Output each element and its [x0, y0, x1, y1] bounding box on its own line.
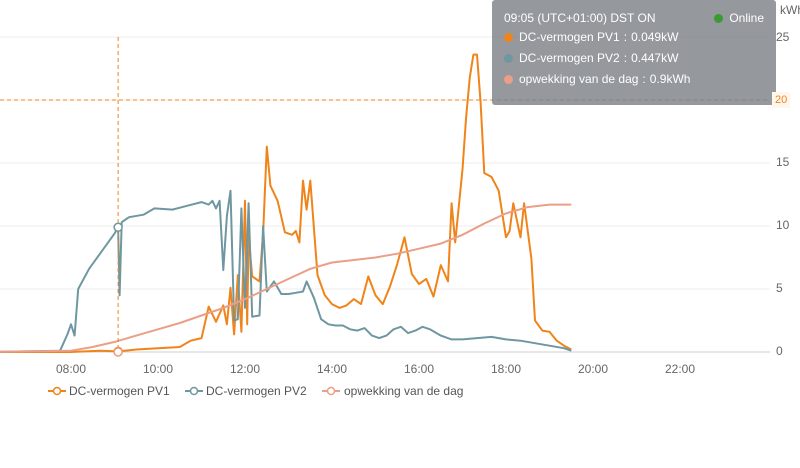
hover-marker: [113, 222, 123, 233]
y-tick-label: 10: [776, 218, 790, 232]
tooltip-separator: :: [623, 51, 628, 65]
tooltip-label: opwekking van de dag: [519, 72, 639, 86]
tooltip-label: DC-vermogen PV2: [519, 51, 620, 65]
tooltip-separator: :: [623, 30, 628, 44]
legend-item-daily-yield[interactable]: opwekking van de dag: [322, 384, 463, 398]
x-tick-label: 22:00: [665, 362, 695, 376]
guide-value-label: 20: [772, 92, 791, 108]
y-axis: 25 20 15 10 5 0 kWh: [776, 3, 800, 358]
legend-marker-icon: [326, 386, 336, 396]
y-tick-label: 5: [776, 281, 783, 295]
x-tick-label: 14:00: [317, 362, 347, 376]
series-dot-icon: [504, 54, 513, 63]
status-indicator: Online: [714, 9, 764, 27]
x-tick-label: 16:00: [404, 362, 434, 376]
cursor: [0, 37, 770, 357]
series-dot-icon: [504, 33, 513, 42]
tooltip-time: 09:05 (UTC+01:00) DST ON: [504, 11, 656, 25]
tooltip-label: DC-vermogen PV1: [519, 30, 620, 44]
series-line: [0, 189, 572, 353]
legend-label: opwekking van de dag: [344, 384, 463, 398]
legend[interactable]: DC-vermogen PV1 DC-vermogen PV2 opwekkin…: [48, 384, 463, 398]
status-label: Online: [729, 11, 764, 25]
tooltip-row: DC-vermogen PV1 : 0.049kW: [504, 27, 764, 48]
x-axis: 08:00 10:00 12:00 14:00 16:00 18:00 20:0…: [56, 362, 695, 376]
y-unit-label: kWh: [780, 3, 800, 17]
legend-item-pv1[interactable]: DC-vermogen PV1: [48, 384, 170, 398]
tooltip-value: 0.447kW: [631, 51, 679, 65]
status-dot-icon: [714, 13, 724, 23]
tooltip-row: opwekking van de dag : 0.9kWh: [504, 69, 764, 90]
tooltip-value: 0.9kWh: [649, 72, 691, 86]
tooltip-row: DC-vermogen PV2 : 0.447kW: [504, 48, 764, 69]
series-line: [0, 203, 572, 353]
y-tick-label: 0: [776, 344, 783, 358]
x-tick-label: 20:00: [578, 362, 608, 376]
tooltip-separator: :: [642, 72, 646, 86]
y-tick-label: 25: [776, 30, 790, 44]
series-dot-icon: [504, 75, 513, 84]
legend-marker-icon: [52, 386, 62, 396]
tooltip-value: 0.049kW: [631, 30, 679, 44]
y-tick-label: 15: [776, 155, 790, 169]
legend-marker-icon: [189, 386, 199, 396]
legend-label: DC-vermogen PV2: [206, 384, 307, 398]
series-lines: [0, 53, 572, 353]
tooltip: 09:05 (UTC+01:00) DST ON Online DC-vermo…: [492, 0, 776, 105]
x-tick-label: 12:00: [230, 362, 260, 376]
legend-item-pv2[interactable]: DC-vermogen PV2: [185, 384, 307, 398]
x-tick-label: 08:00: [56, 362, 86, 376]
x-tick-label: 10:00: [143, 362, 173, 376]
legend-label: DC-vermogen PV1: [69, 384, 170, 398]
x-tick-label: 18:00: [491, 362, 521, 376]
hover-marker: [113, 347, 123, 357]
series-line: [0, 53, 572, 353]
